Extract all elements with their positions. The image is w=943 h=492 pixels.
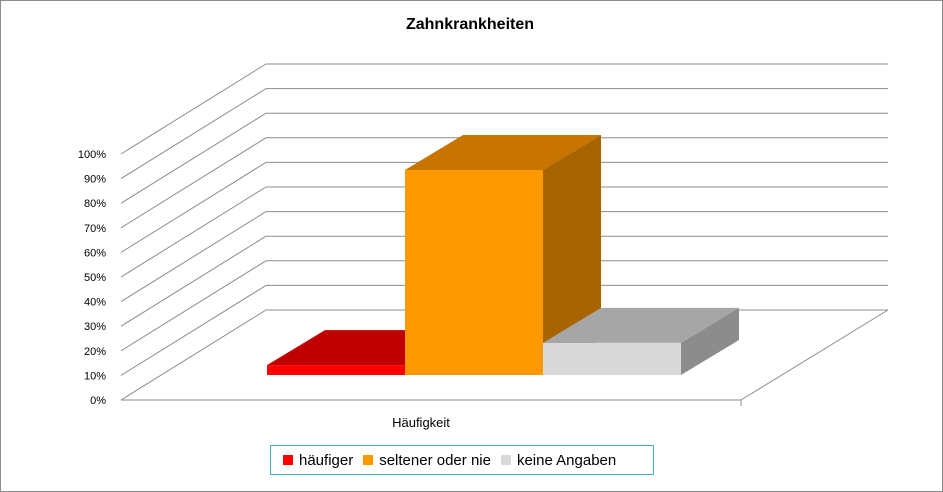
side-wall-gridline [120, 186, 267, 278]
y-tick-label: 30% [84, 321, 106, 333]
legend-swatch [500, 455, 511, 465]
y-tick-label: 40% [84, 297, 106, 309]
legend-swatch [363, 455, 374, 465]
y-tick-label: 0% [90, 395, 106, 407]
legend: häufiger seltener oder nie keine Angaben [270, 445, 654, 475]
x-category-label: Häufigkeit [392, 415, 450, 430]
floor-right-edge [740, 309, 889, 401]
y-tick-label: 70% [84, 223, 106, 235]
side-wall-gridline [120, 88, 267, 180]
bar-top-face [543, 307, 739, 343]
y-tick-label: 50% [84, 272, 106, 284]
legend-label: keine Angaben [516, 451, 617, 469]
y-tick-label: 90% [84, 174, 106, 186]
side-wall-gridline [120, 63, 267, 155]
legend-item-keine-angaben: keine Angaben [500, 451, 617, 469]
side-wall-gridline [120, 260, 267, 352]
side-wall-gridline [120, 137, 267, 229]
bar-front-face [267, 365, 405, 375]
y-tick-label: 20% [84, 346, 106, 358]
side-wall-gridline [120, 211, 267, 303]
side-wall-gridline [120, 161, 267, 253]
y-tick-label: 80% [84, 198, 106, 210]
y-tick-label: 60% [84, 247, 106, 259]
y-tick-label: 10% [84, 370, 106, 382]
bar-front-face [405, 170, 543, 375]
legend-swatch [283, 455, 293, 465]
bars-layer [267, 135, 739, 375]
side-wall-gridline [120, 235, 267, 327]
bar-side-face [681, 307, 739, 375]
side-wall-gridline [120, 284, 267, 376]
bar-side-face [543, 135, 601, 375]
chart-title: Zahnkrankheiten [406, 16, 534, 33]
legend-label: häufiger [299, 451, 354, 469]
bar-top-face [405, 135, 601, 170]
y-axis-ticks: 0% 10% 20% 30% 40% 50% 60% 70% 80% 90% 100% [78, 149, 106, 407]
side-wall-gridline [120, 309, 267, 401]
side-wall-gridline [120, 112, 267, 204]
y-tick-label: 100% [78, 149, 106, 161]
legend-item-seltener: seltener oder nie [363, 452, 491, 469]
legend-label: seltener oder nie [379, 451, 491, 469]
bar-front-face [543, 342, 681, 375]
legend-item-haeufiger: häufiger [283, 452, 353, 469]
